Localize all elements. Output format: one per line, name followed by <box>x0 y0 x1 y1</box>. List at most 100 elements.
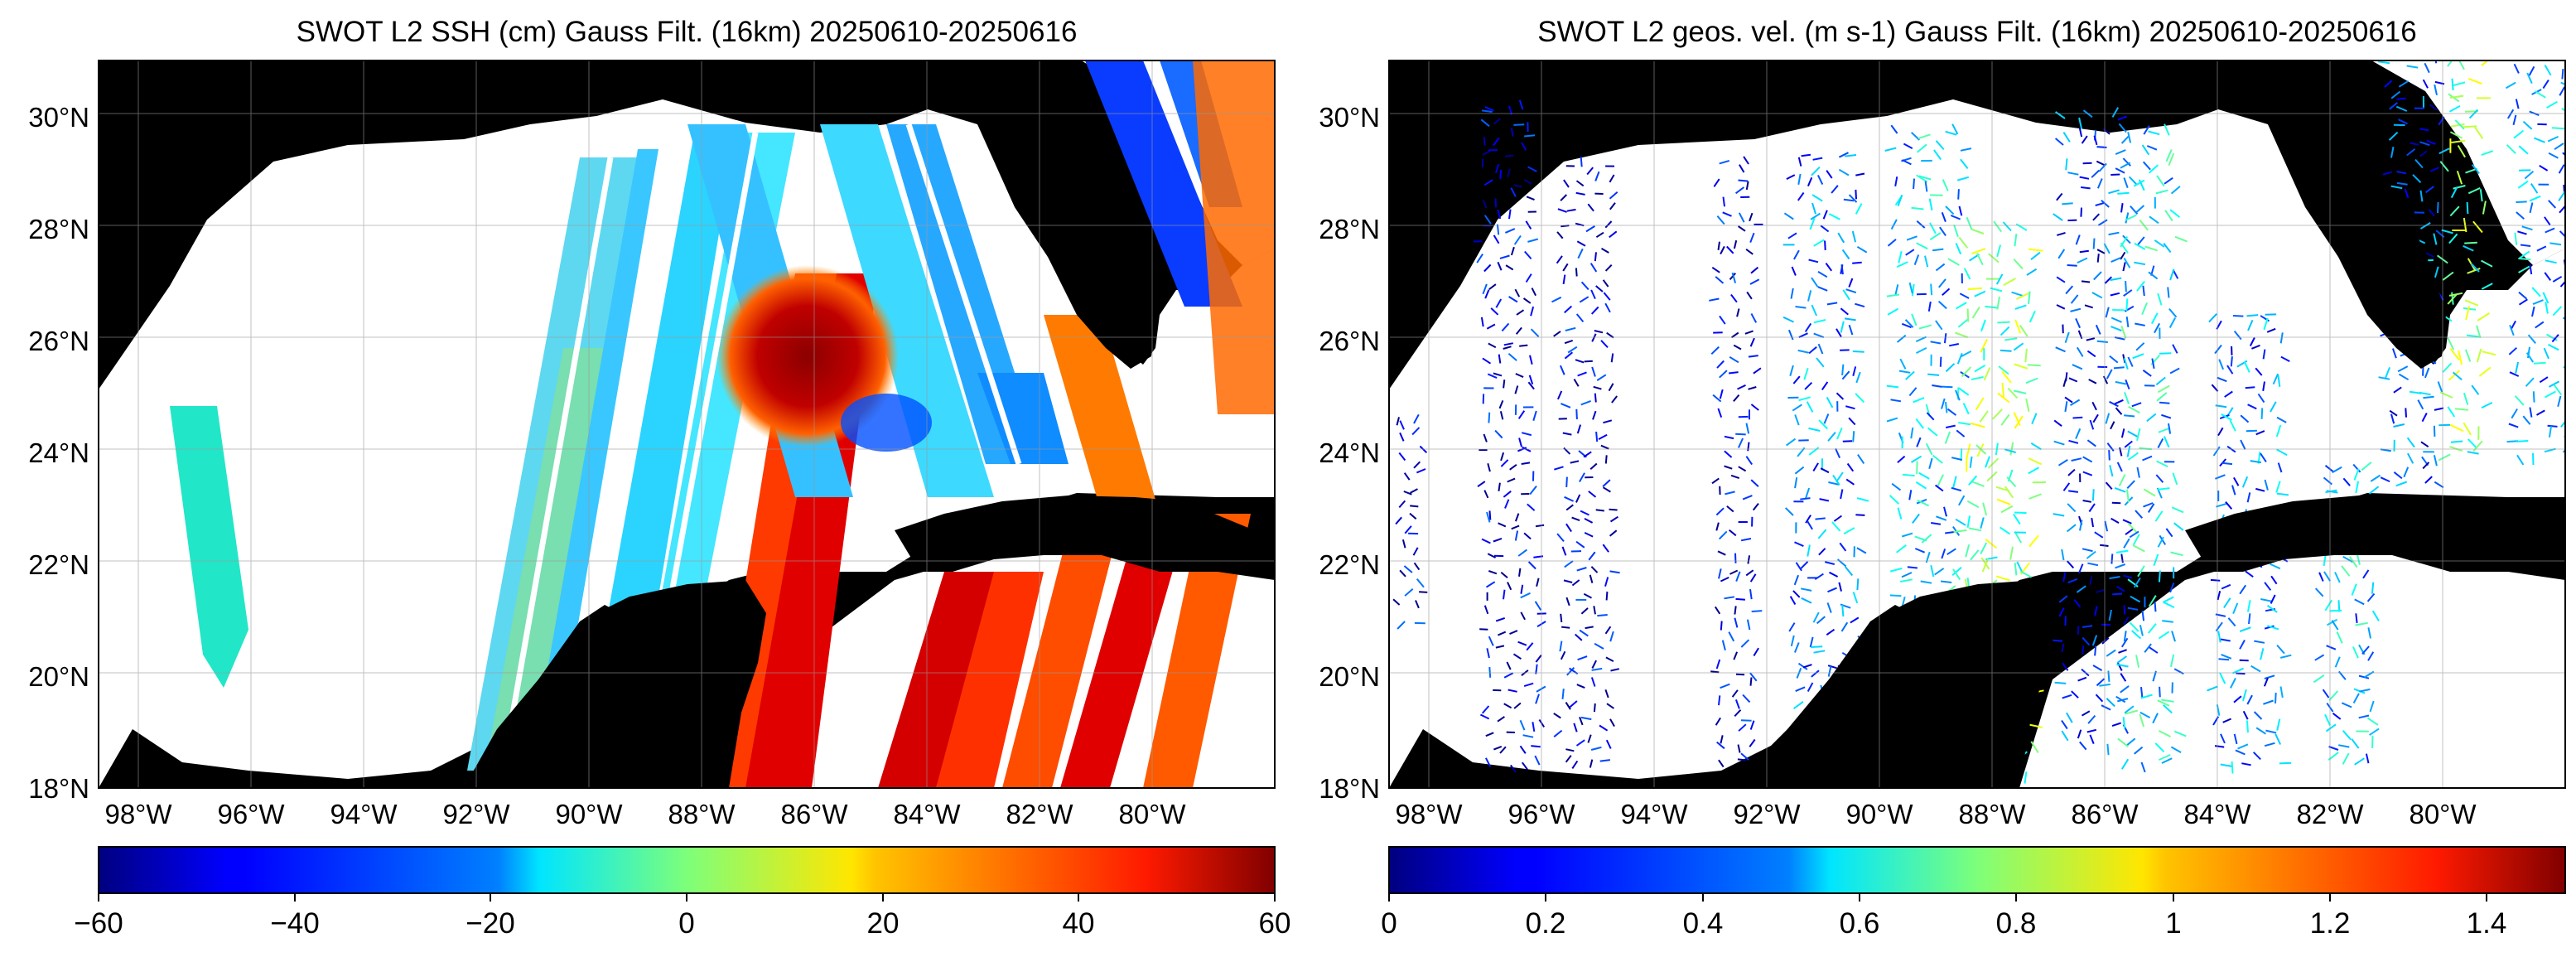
velocity-vector <box>1844 566 1854 577</box>
lat-label: 20°N <box>28 661 89 692</box>
velocity-vector <box>1786 437 1797 447</box>
velocity-vector <box>2362 569 2370 579</box>
velocity-vector <box>2092 238 2096 249</box>
velocity-vector <box>1790 635 1795 647</box>
velocity-vector <box>1518 99 1524 110</box>
velocity-vector <box>2338 744 2350 748</box>
velocity-vector <box>2146 145 2158 151</box>
velocity-vector <box>2397 365 2409 373</box>
velocity-vector <box>2164 210 2173 222</box>
velocity-vector <box>2463 422 2472 436</box>
velocity-vector <box>1890 124 1898 134</box>
velocity-vector <box>1494 163 1500 174</box>
velocity-vector <box>2117 115 2128 121</box>
velocity-vector <box>1739 164 1745 173</box>
velocity-vector <box>2352 646 2359 659</box>
velocity-vector <box>2136 466 2140 478</box>
velocity-vector <box>1738 466 1747 472</box>
velocity-vector <box>1985 539 1998 549</box>
velocity-vector <box>1793 700 1804 710</box>
velocity-vector <box>1575 268 1578 277</box>
velocity-vector <box>2514 232 2518 245</box>
lon-label: 94°W <box>330 799 398 829</box>
velocity-vector <box>2028 466 2039 475</box>
velocity-vector <box>1590 566 1599 573</box>
velocity-vector <box>2120 428 2125 438</box>
lon-label: 98°W <box>1395 799 1463 829</box>
velocity-vector <box>2544 272 2552 281</box>
velocity-vector <box>1728 529 1737 537</box>
velocity-vector <box>2031 413 2038 424</box>
velocity-vector <box>1569 700 1578 708</box>
velocity-vector <box>1961 366 1972 378</box>
velocity-vector <box>2120 673 2127 682</box>
velocity-vector <box>1599 724 1609 732</box>
velocity-vector <box>1597 614 1608 617</box>
velocity-vector <box>1720 683 1730 689</box>
velocity-vector <box>1564 305 1573 314</box>
velocity-vector <box>1554 466 1564 471</box>
velocity-vector <box>1531 288 1536 297</box>
velocity-vector <box>2024 771 2028 784</box>
velocity-vector <box>2529 195 2541 202</box>
velocity-vector <box>1966 500 1980 509</box>
velocity-vector <box>2105 307 2110 318</box>
velocity-vector <box>1845 405 1855 410</box>
velocity-vector <box>1929 222 1937 234</box>
velocity-vector <box>1811 670 1820 678</box>
velocity-vector <box>1818 548 1826 556</box>
velocity-vector <box>2405 408 2407 418</box>
velocity-vector <box>2314 587 2324 597</box>
velocity-vector <box>1794 466 1805 475</box>
velocity-vector <box>1486 648 1490 659</box>
velocity-vector <box>2158 570 2161 583</box>
velocity-vector <box>1499 254 1510 259</box>
velocity-vector <box>2146 413 2157 423</box>
velocity-vector <box>1838 168 1850 176</box>
velocity-vector <box>2124 440 2133 448</box>
velocity-vector <box>1730 474 1740 480</box>
velocity-vector <box>1486 511 1491 523</box>
velocity-vector <box>1720 576 1729 583</box>
velocity-vector <box>2068 439 2079 444</box>
velocity-vector <box>1577 248 1584 259</box>
velocity-vector <box>2120 134 2130 144</box>
velocity-vector <box>1523 532 1532 540</box>
velocity-vector <box>1827 665 1837 670</box>
velocity-vector <box>1924 255 1929 268</box>
velocity-vector <box>2264 582 2272 591</box>
velocity-vector <box>2131 630 2142 640</box>
lat-label: 30°N <box>1319 102 1380 133</box>
velocity-vector <box>2143 125 2150 135</box>
velocity-vector <box>1955 331 1968 339</box>
velocity-vector <box>1811 304 1818 317</box>
velocity-vector <box>1593 385 1602 390</box>
velocity-vector <box>1520 584 1524 594</box>
velocity-vector <box>1594 252 1597 262</box>
velocity-vector <box>2224 390 2233 398</box>
velocity-vector <box>2111 107 2120 118</box>
velocity-vector <box>2528 65 2535 76</box>
velocity-vector <box>1826 302 1838 306</box>
velocity-vector <box>2157 699 2170 707</box>
velocity-vector <box>2246 429 2257 433</box>
velocity-vector <box>2361 462 2372 471</box>
velocity-vector <box>1488 342 1497 349</box>
velocity-vector <box>2128 405 2140 414</box>
velocity-vector <box>1733 394 1740 402</box>
velocity-vector <box>1493 234 1500 244</box>
velocity-vector <box>2519 250 2530 259</box>
velocity-vector <box>2094 606 2098 616</box>
velocity-vector <box>2384 367 2391 379</box>
velocity-vector <box>2056 192 2063 201</box>
velocity-vector <box>1956 429 1966 437</box>
velocity-vector <box>2164 176 2173 185</box>
velocity-vector <box>1918 175 1932 181</box>
velocity-vector <box>1507 582 1512 591</box>
velocity-vector <box>1556 231 1564 239</box>
velocity-vector <box>2324 713 2332 726</box>
velocity-vector <box>2223 597 2231 608</box>
velocity-vector <box>1884 147 1897 152</box>
velocity-vector <box>1557 208 1567 213</box>
velocity-vector <box>2075 317 2082 329</box>
